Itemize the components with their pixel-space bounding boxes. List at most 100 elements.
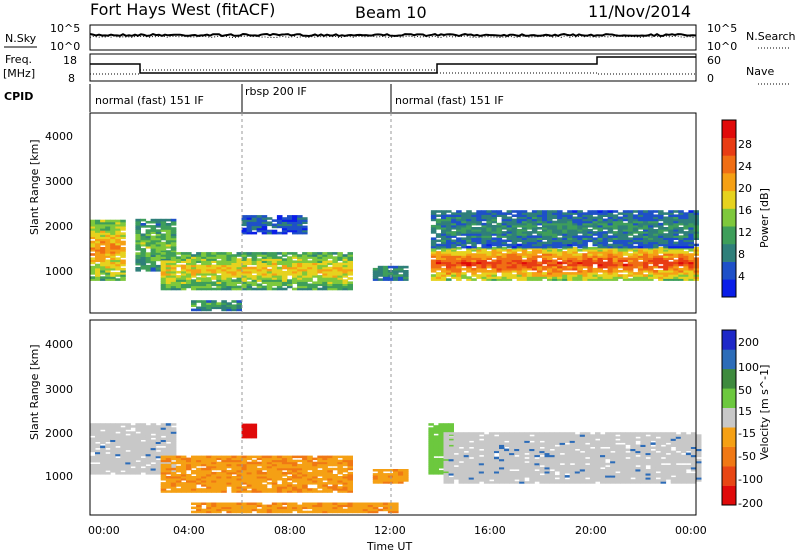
- power-cell: [683, 212, 689, 215]
- power-cell: [607, 251, 614, 254]
- velocity-cell: [529, 475, 535, 478]
- power-cell: [191, 287, 197, 291]
- power-cell: [632, 257, 639, 260]
- power-cell: [377, 270, 384, 273]
- power-cell: [632, 222, 639, 226]
- velocity-cell: [135, 457, 141, 461]
- velocity-cell: [620, 481, 626, 484]
- velocity-cell: [403, 475, 409, 478]
- power-cell: [481, 233, 487, 236]
- power-cell: [683, 278, 689, 281]
- power-cell: [342, 264, 349, 268]
- power-cell: [145, 241, 152, 245]
- power-cell: [165, 268, 172, 272]
- power-cell: [562, 216, 568, 220]
- power-cell: [688, 220, 694, 224]
- power-cell: [403, 272, 409, 275]
- velocity-cell: [312, 482, 318, 485]
- power-cell: [547, 222, 553, 226]
- velocity-cell: [287, 457, 293, 461]
- power-cell: [271, 260, 278, 263]
- velocity-cell: [463, 442, 470, 445]
- velocity-cell: [478, 469, 485, 472]
- velocity-cell: [478, 477, 485, 480]
- power-cell: [241, 268, 248, 272]
- power-cell: [683, 259, 689, 263]
- power-cell: [673, 235, 679, 238]
- noise-right-tick-top: 10^5: [707, 22, 737, 35]
- velocity-cell: [362, 506, 369, 510]
- velocity-cell: [463, 469, 470, 472]
- velocity-cell: [256, 504, 263, 508]
- velocity-cell: [180, 478, 187, 481]
- power-cell: [100, 226, 106, 229]
- power-cell: [430, 227, 437, 230]
- velocity-cell: [337, 459, 343, 463]
- velocity-cell: [186, 467, 192, 471]
- power-cell: [617, 241, 624, 245]
- power-cell: [658, 251, 664, 254]
- power-cell: [110, 261, 116, 265]
- power-cell: [451, 235, 457, 238]
- velocity-cell: [524, 475, 530, 478]
- velocity-cell: [221, 486, 227, 489]
- velocity-cell: [473, 442, 480, 445]
- velocity-cell: [453, 456, 460, 460]
- power-cell: [653, 239, 659, 243]
- power-cell: [521, 245, 528, 249]
- power-cell: [191, 304, 197, 307]
- velocity-cell: [610, 446, 616, 449]
- power-cell: [302, 268, 308, 272]
- power-cell: [322, 275, 328, 278]
- power-cell: [246, 275, 253, 278]
- power-cell: [587, 235, 593, 238]
- power-cell: [471, 231, 477, 234]
- velocity-cell: [504, 466, 510, 470]
- velocity-cell: [211, 478, 217, 481]
- velocity-cell: [100, 457, 106, 461]
- velocity-cell: [170, 451, 177, 455]
- velocity-cell: [554, 438, 561, 441]
- power-cell: [435, 218, 442, 222]
- power-cell: [531, 272, 538, 275]
- power-cell: [501, 216, 508, 220]
- power-cell: [206, 256, 212, 259]
- power-cell: [521, 272, 528, 275]
- power-cell: [526, 265, 533, 269]
- velocity-cell: [140, 453, 147, 457]
- power-cell: [276, 287, 283, 291]
- power-cell: [688, 237, 694, 240]
- power-cell: [441, 212, 447, 215]
- power-cell: [526, 239, 533, 243]
- velocity-cell: [287, 478, 293, 481]
- velocity-cell: [610, 440, 616, 443]
- power-cell: [175, 275, 182, 278]
- power-cell: [542, 220, 548, 224]
- velocity-cell: [186, 484, 192, 487]
- power-cell: [140, 260, 147, 264]
- velocity-cell: [115, 472, 121, 475]
- velocity-cell: [337, 508, 343, 512]
- power-cell: [531, 229, 538, 232]
- power-cell: [302, 279, 308, 282]
- power-cell: [115, 230, 121, 233]
- velocity-cell: [236, 467, 242, 471]
- velocity-cell: [584, 458, 591, 462]
- power-cell: [577, 220, 583, 224]
- velocity-cell: [276, 467, 283, 471]
- velocity-cell: [292, 490, 298, 493]
- power-cell: [648, 253, 654, 256]
- power-cell: [90, 228, 96, 231]
- power-cell: [516, 214, 523, 217]
- freq-label: Freq.: [5, 53, 32, 66]
- power-cell: [486, 237, 492, 240]
- velocity-cell: [125, 445, 131, 449]
- velocity-cell: [251, 425, 258, 429]
- velocity-cell: [372, 469, 379, 472]
- power-cell: [456, 278, 462, 281]
- velocity-cell: [589, 481, 596, 484]
- power-cell: [241, 277, 248, 280]
- power-cell: [372, 270, 379, 273]
- velocity-cell: [504, 477, 510, 480]
- power-cell: [622, 243, 629, 247]
